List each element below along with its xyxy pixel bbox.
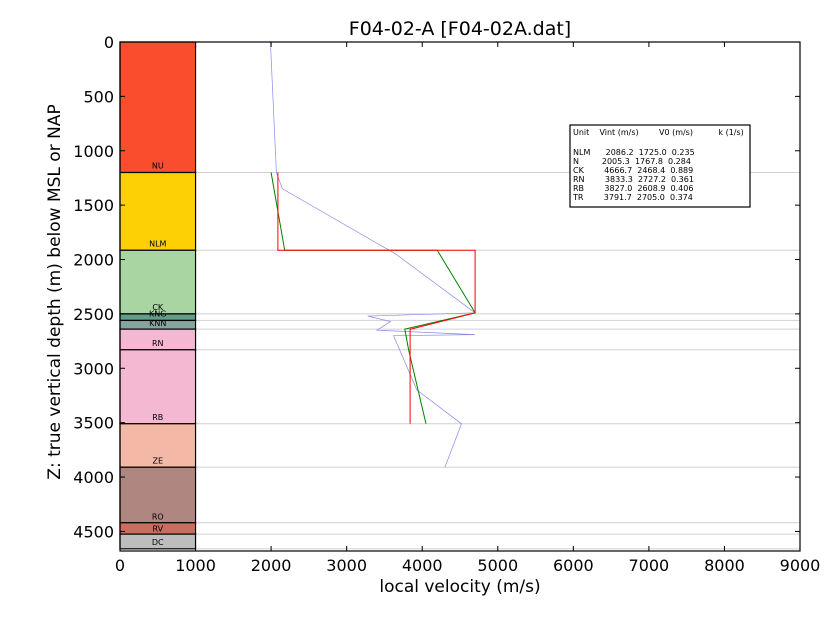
unit-label: CK (152, 303, 164, 312)
series-line (270, 41, 477, 468)
y-tick-label: 2000 (73, 251, 114, 270)
y-tick-label: 2500 (73, 305, 114, 324)
legend-frame (569, 124, 751, 208)
legend-row: TR 3791.7 2705.0 0.374 (572, 193, 693, 202)
legend-header: Unit Vint (m/s) V0 (m/s) k (1/s) (573, 128, 744, 137)
unit-ro-block (119, 466, 197, 524)
series-line (277, 172, 476, 424)
x-tick-label: 2000 (251, 556, 292, 575)
y-axis-label: Z: true vertical depth (m) below MSL or … (45, 104, 65, 479)
x-tick-label: 0 (115, 556, 125, 575)
axis-ticks: 0 1000 2000 3000 4000 5000 6000 7000 8000 9000 0 50… (73, 33, 820, 575)
legend-row: RN 3833.3 2727.2 0.361 (573, 175, 694, 184)
unit-label: RO (152, 512, 164, 521)
boundary-lines (120, 172, 800, 550)
unit-nu-block (119, 41, 197, 174)
unit-label: KNN (149, 319, 166, 328)
x-tick-label: 4000 (402, 556, 443, 575)
legend-box: Unit Vint (m/s) V0 (m/s) k (1/s) NLM 208… (569, 124, 751, 208)
legend-row: RB 3827.0 2608.9 0.406 (573, 184, 693, 193)
unit-ck-block (119, 249, 197, 315)
series-line (270, 172, 476, 424)
unit-label: KNG (149, 310, 166, 319)
unit-nlm-block (119, 171, 197, 251)
y-tick-label: 3000 (73, 359, 114, 378)
unit-label: RB (152, 413, 163, 422)
y-tick-label: 1500 (73, 196, 114, 215)
unit-label: NU (152, 162, 164, 171)
y-tick-label: 4000 (73, 468, 114, 487)
legend-row: NLM 2086.2 1725.0 0.235 (573, 148, 695, 157)
unit-label: NLM (149, 239, 166, 248)
y-tick-label: 3500 (73, 414, 114, 433)
x-tick-label: 5000 (477, 556, 518, 575)
unit-label: RV (152, 524, 163, 533)
x-tick-label: 3000 (326, 556, 367, 575)
chart-title: F04-02-A [F04-02A.dat] (349, 18, 571, 40)
legend-row: CK 4666.7 2468.4 0.889 (573, 166, 693, 175)
y-tick-label: 0 (104, 33, 114, 52)
y-tick-label: 4500 (73, 522, 114, 541)
unit-ze-block (119, 423, 197, 468)
y-tick-label: 1000 (73, 142, 114, 161)
x-axis-label: local velocity (m/s) (379, 577, 540, 597)
x-tick-label: 8000 (704, 556, 745, 575)
x-tick-label: 7000 (629, 556, 670, 575)
x-tick-label: 9000 (780, 556, 821, 575)
legend-row: N 2005.3 1767.8 0.284 (573, 157, 691, 166)
x-tick-label: 6000 (553, 556, 594, 575)
velocity-series (270, 41, 477, 468)
y-tick-label: 500 (83, 87, 114, 106)
unit-label: DC (152, 538, 164, 547)
x-tick-label: 1000 (175, 556, 216, 575)
unit-label: RN (152, 339, 164, 348)
unit-label: ZE (153, 456, 164, 465)
plot-frame (119, 41, 801, 552)
